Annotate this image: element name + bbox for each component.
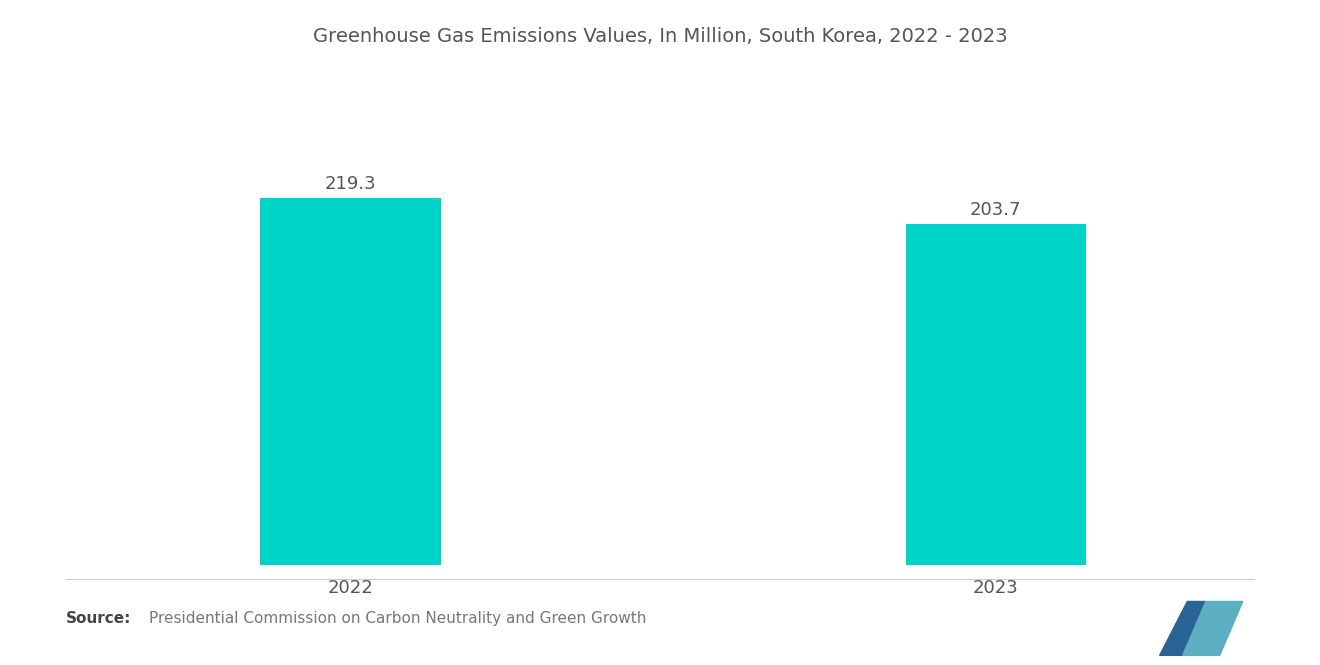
- Bar: [906, 224, 1086, 565]
- Text: Source:: Source:: [66, 611, 132, 626]
- Polygon shape: [1159, 601, 1206, 656]
- Polygon shape: [1183, 601, 1243, 656]
- Text: Greenhouse Gas Emissions Values, In Million, South Korea, 2022 - 2023: Greenhouse Gas Emissions Values, In Mill…: [313, 27, 1007, 46]
- Text: Presidential Commission on Carbon Neutrality and Green Growth: Presidential Commission on Carbon Neutra…: [149, 611, 647, 626]
- Bar: [260, 198, 441, 565]
- Text: 219.3: 219.3: [325, 175, 376, 193]
- Text: 203.7: 203.7: [970, 201, 1022, 219]
